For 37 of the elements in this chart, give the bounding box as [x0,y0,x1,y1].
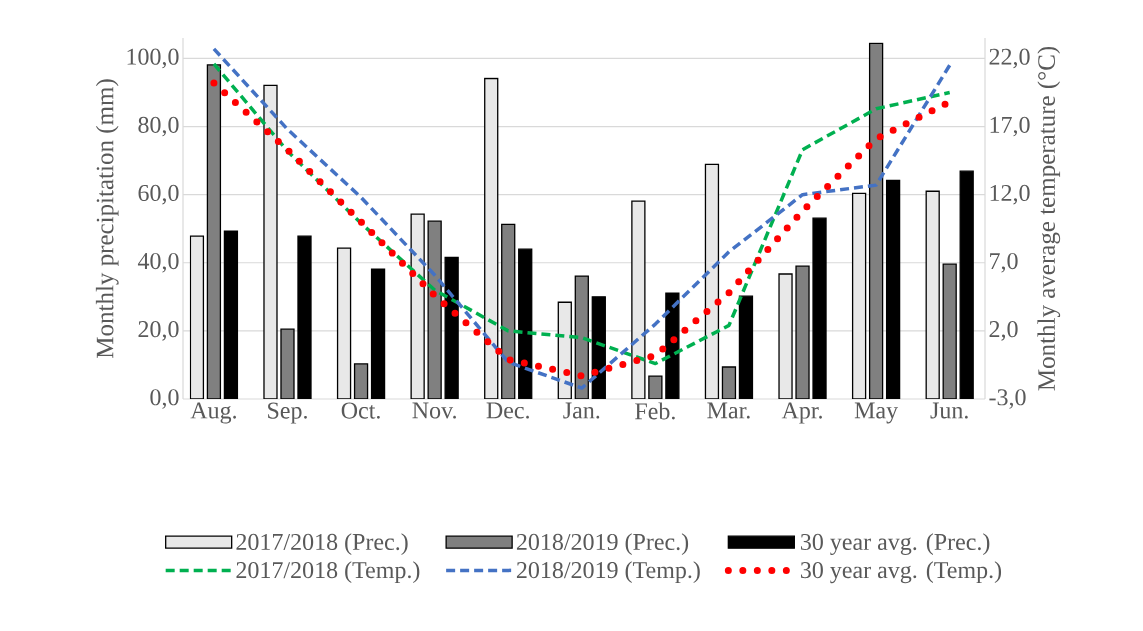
bar [206,64,222,399]
legend-label: 30 year avg. (Prec.) [800,533,990,555]
y-tick-label: 0,0 [150,389,179,409]
y2-tick-label: -3,0 [989,389,1026,409]
x-tick-label: Dec. [486,402,529,419]
bar [336,247,352,399]
x-tick-label: Apr. [781,402,822,424]
y-tick-label: 20,0 [138,321,179,341]
y-tick-label: 100,0 [127,48,179,69]
legend-label: 2018/2019 (Temp.) [516,561,700,584]
y2-tick-label: 22,0 [989,48,1030,69]
legend-label: 30 year avg. (Temp.) [800,561,1002,584]
x-tick-label: Feb. [635,402,675,420]
y2-tick-label: 17,0 [990,116,1030,137]
bar [942,263,957,399]
x-tick-label: Nov. [412,402,456,419]
x-tick-label: Sep. [268,402,307,424]
y2-tick-label: 7,0 [990,252,1018,273]
y-tick-label: 60,0 [138,184,179,205]
x-tick-label: Oct. [341,402,380,419]
x-tick-label: Jun. [930,402,968,419]
y2-tick-label: 12,0 [990,184,1030,205]
bar [189,235,205,399]
x-tick-label: May [854,402,899,424]
y-tick-label: 40,0 [137,252,179,273]
legend-label: 2017/2018 (Prec.) [236,533,408,555]
x-tick-label: Mar. [707,402,750,419]
legend-label: 2018/2019 (Prec.) [516,533,689,555]
bar [851,192,867,399]
y-tick-label: 80,0 [138,116,179,137]
y2-axis-title: Monthly average temperature (°C) [1037,46,1061,391]
bar [925,190,940,399]
y-axis-title: Monthly precipitation (mm) [95,79,119,359]
legend-label: 2017/2018 (Temp.) [236,561,420,584]
x-tick-label: Jan. [563,402,600,419]
x-tick-label: Aug. [190,402,236,424]
y2-tick-label: 2,0 [989,321,1018,341]
